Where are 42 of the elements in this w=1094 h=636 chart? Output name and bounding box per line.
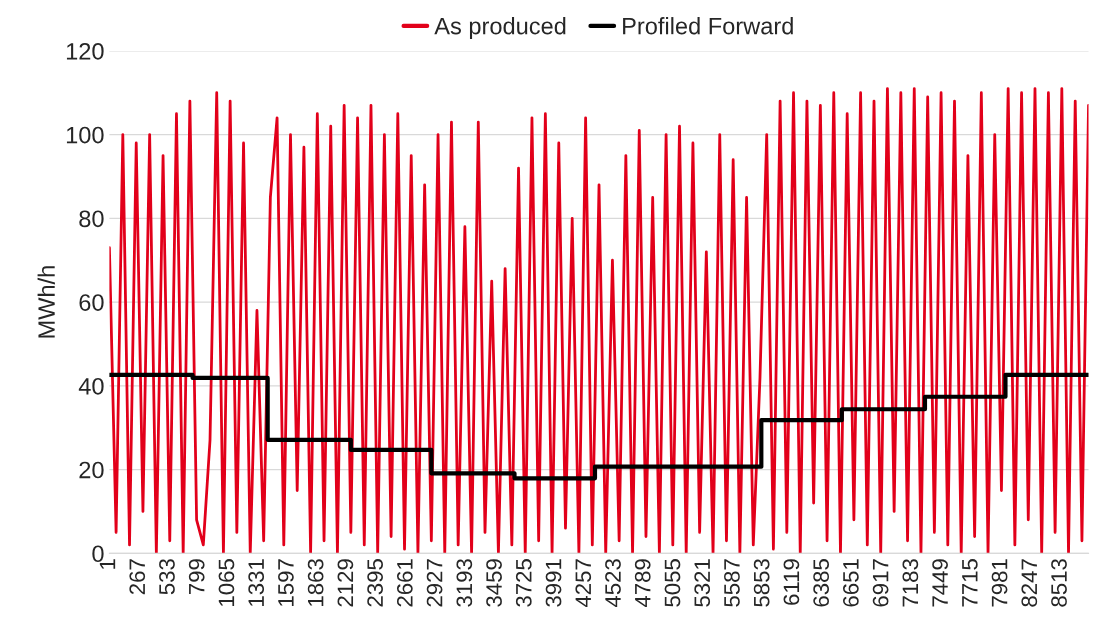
x-tick-label: 3991 bbox=[545, 559, 562, 607]
x-tick-label: 6917 bbox=[872, 559, 889, 607]
y-tick-label: 80 bbox=[79, 210, 104, 228]
x-tick-label: 5055 bbox=[664, 559, 681, 607]
x-tick-label: 1331 bbox=[248, 559, 265, 606]
x-tick-label: 8513 bbox=[1051, 559, 1067, 607]
x-tick-label: 8247 bbox=[1021, 559, 1038, 607]
x-tick-label: 2661 bbox=[396, 559, 413, 607]
legend-label: Profiled Forward bbox=[623, 17, 793, 35]
y-axis-title: MWh/h bbox=[37, 266, 55, 338]
y-tick-label: 40 bbox=[78, 377, 104, 395]
x-tick-label: 533 bbox=[159, 559, 175, 595]
line-series bbox=[109, 87, 1089, 554]
x-tick-label: 4257 bbox=[575, 559, 592, 608]
x-tick-label: 3725 bbox=[515, 559, 532, 607]
x-tick-label: 7449 bbox=[932, 559, 948, 607]
y-tick-label: 100 bbox=[66, 126, 104, 144]
x-tick-label: 3459 bbox=[486, 559, 502, 607]
y-tick-label: 20 bbox=[79, 461, 104, 479]
x-tick-label: 7981 bbox=[991, 559, 1008, 607]
x-tick-label: 6119 bbox=[783, 559, 800, 605]
x-tick-label: 267 bbox=[129, 559, 146, 595]
x-tick-label: 799 bbox=[188, 559, 205, 595]
y-tick-label: 120 bbox=[66, 42, 104, 60]
x-tick-label: 4789 bbox=[634, 559, 651, 608]
x-tick-label: 4523 bbox=[605, 559, 621, 608]
x-tick-label: 7715 bbox=[962, 559, 978, 607]
y-tick-label: 60 bbox=[79, 294, 104, 311]
x-tick-label: 5853 bbox=[753, 559, 770, 607]
x-tick-label: 2395 bbox=[367, 559, 383, 607]
x-tick-label: 5587 bbox=[724, 559, 740, 607]
x-tick-label: 3193 bbox=[456, 559, 473, 607]
x-tick-label: 1597 bbox=[278, 559, 294, 606]
x-tick-label: 2129 bbox=[337, 559, 354, 607]
x-tick-label: 1863 bbox=[307, 559, 324, 606]
legend-label: As produced bbox=[434, 17, 566, 40]
x-tick-label: 2927 bbox=[426, 559, 443, 607]
x-tick-label: 6385 bbox=[813, 559, 829, 607]
x-tick-label: 1065 bbox=[218, 559, 235, 606]
x-tick-label: 7183 bbox=[902, 559, 919, 607]
x-tick-label: 5321 bbox=[694, 559, 711, 607]
x-tick-label: 6651 bbox=[843, 559, 859, 607]
